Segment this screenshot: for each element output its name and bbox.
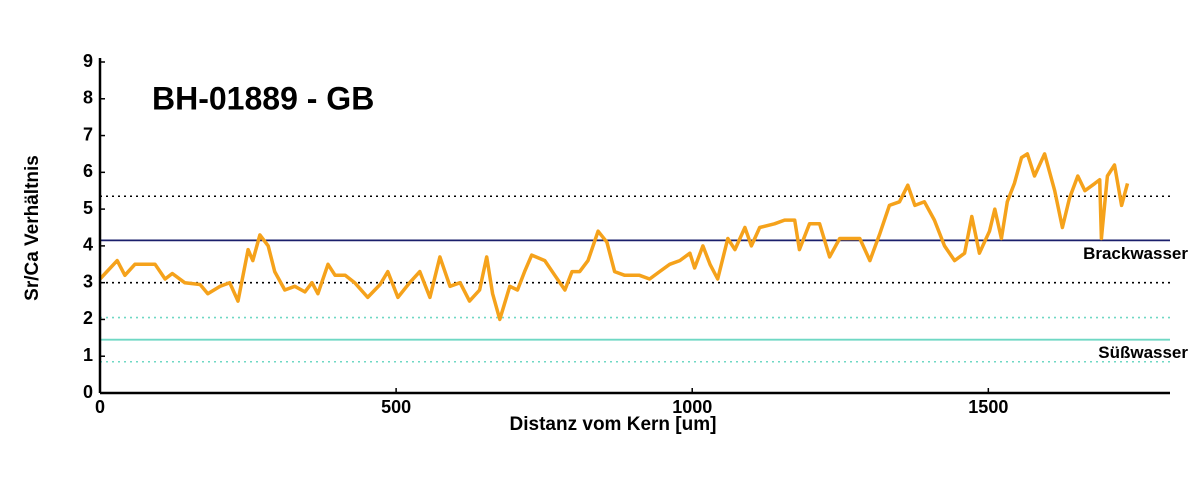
y-tick-label: 4: [83, 235, 93, 255]
x-tick-label: 500: [381, 397, 411, 417]
y-tick-label: 7: [83, 124, 93, 144]
x-axis-label: Distanz vom Kern [um]: [510, 414, 717, 435]
chart-title: BH-01889 - GB: [152, 80, 374, 116]
y-tick-label: 1: [83, 345, 93, 365]
x-tick-label: 1500: [968, 397, 1008, 417]
y-tick-label: 2: [83, 308, 93, 328]
y-tick-label: 3: [83, 271, 93, 291]
y-tick-label: 8: [83, 88, 93, 108]
reference-label: Brackwasser: [1083, 244, 1188, 263]
y-tick-label: 5: [83, 198, 93, 218]
y-tick-label: 9: [83, 51, 93, 71]
y-axis-label: Sr/Ca Verhältnis: [22, 155, 43, 301]
x-tick-label: 0: [95, 397, 105, 417]
reference-label: Süßwasser: [1098, 343, 1188, 362]
data-line: [98, 152, 1130, 322]
y-tick-label: 6: [83, 161, 93, 181]
x-tick-label: 1000: [672, 397, 712, 417]
y-tick-label: 0: [83, 382, 93, 402]
